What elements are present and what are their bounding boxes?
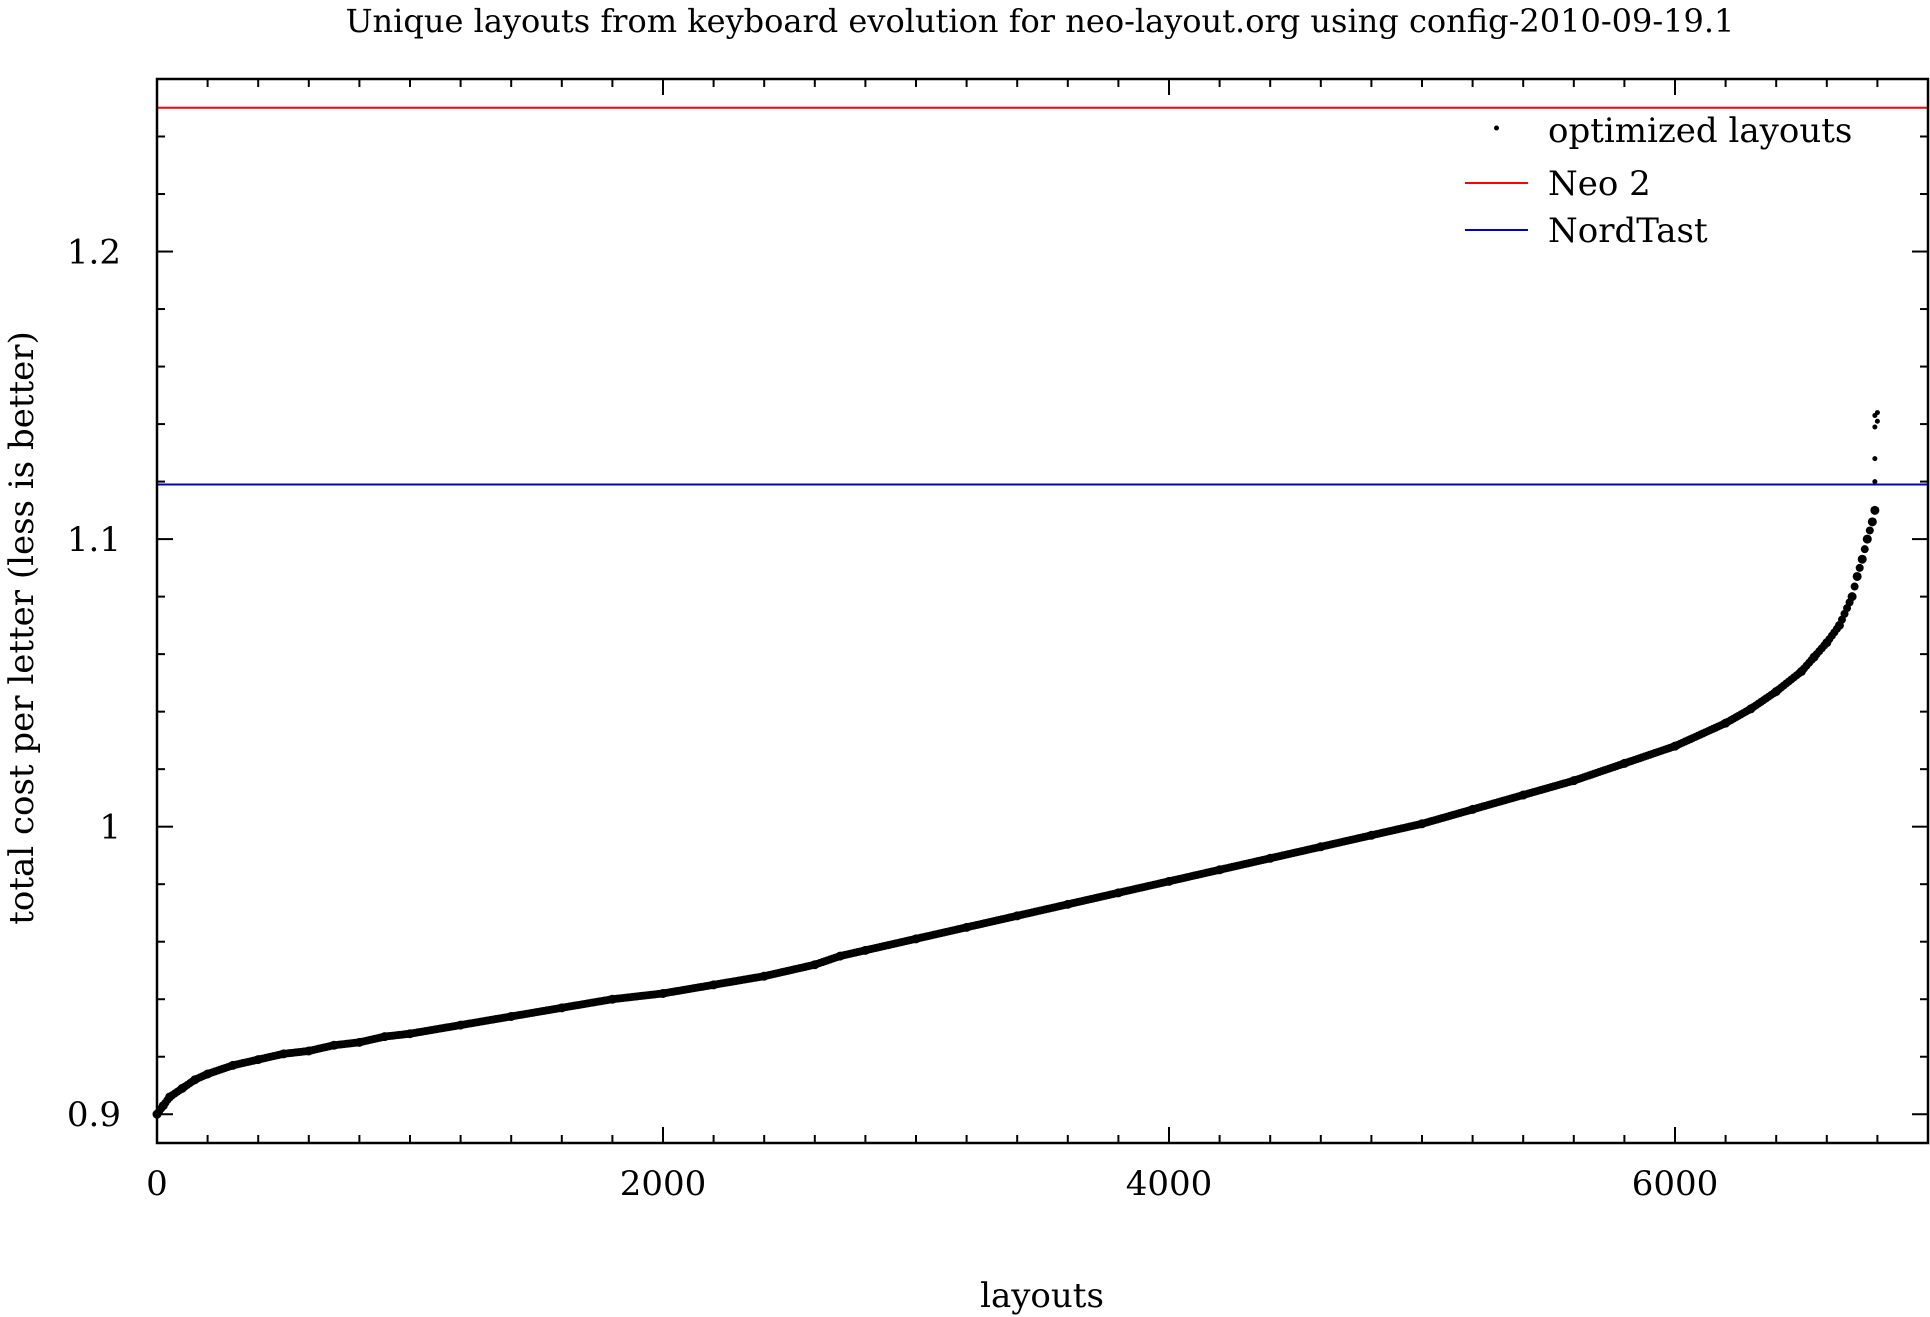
legend: optimized layouts Neo 2 NordTast [1465,111,1852,251]
data-point [1870,505,1880,515]
data-point [1857,554,1867,564]
data-point [157,1104,166,1113]
data-point-outlier [1872,456,1878,462]
y-tick-label: 0.9 [67,1095,121,1135]
legend-label: NordTast [1548,211,1708,251]
data-point [1807,655,1816,664]
chart-title: Unique layouts from keyboard evolution f… [346,2,1735,40]
x-tick-label: 2000 [620,1164,707,1204]
data-point [1862,534,1872,544]
y-axis-label: total cost per letter (less is better) [2,331,42,925]
data-point [1820,641,1829,650]
data-point [1865,526,1874,535]
data-point [1832,624,1841,633]
data-point-outlier [1874,418,1880,424]
data-point-outlier [1874,410,1880,416]
y-tick-label: 1.1 [67,520,121,560]
axis-ticks [157,78,1929,1143]
legend-label: optimized layouts [1548,111,1852,151]
data-point [1855,563,1864,572]
data-point-outlier [1872,424,1878,430]
y-tick-label: 1.2 [67,233,121,273]
x-tick-label: 0 [146,1164,168,1204]
y-tick-label: 1 [99,808,121,848]
data-point [1860,545,1869,554]
plot-frame [155,77,1930,1145]
data-point [1867,517,1877,527]
legend-label: Neo 2 [1548,164,1651,204]
legend-marker [1494,125,1499,131]
data-point-outlier [1872,479,1878,485]
x-tick-label: 6000 [1632,1164,1719,1204]
data-point [1852,571,1862,581]
axis-tick-labels: 0 2000 4000 6000 0.9 1 1.1 1.2 [67,233,1718,1204]
plot-series [152,106,1928,1119]
x-axis-label: layouts [980,1276,1104,1316]
data-point [1794,669,1803,678]
data-point [1850,582,1859,591]
x-tick-label: 4000 [1126,1164,1213,1204]
data-point [1845,598,1854,607]
